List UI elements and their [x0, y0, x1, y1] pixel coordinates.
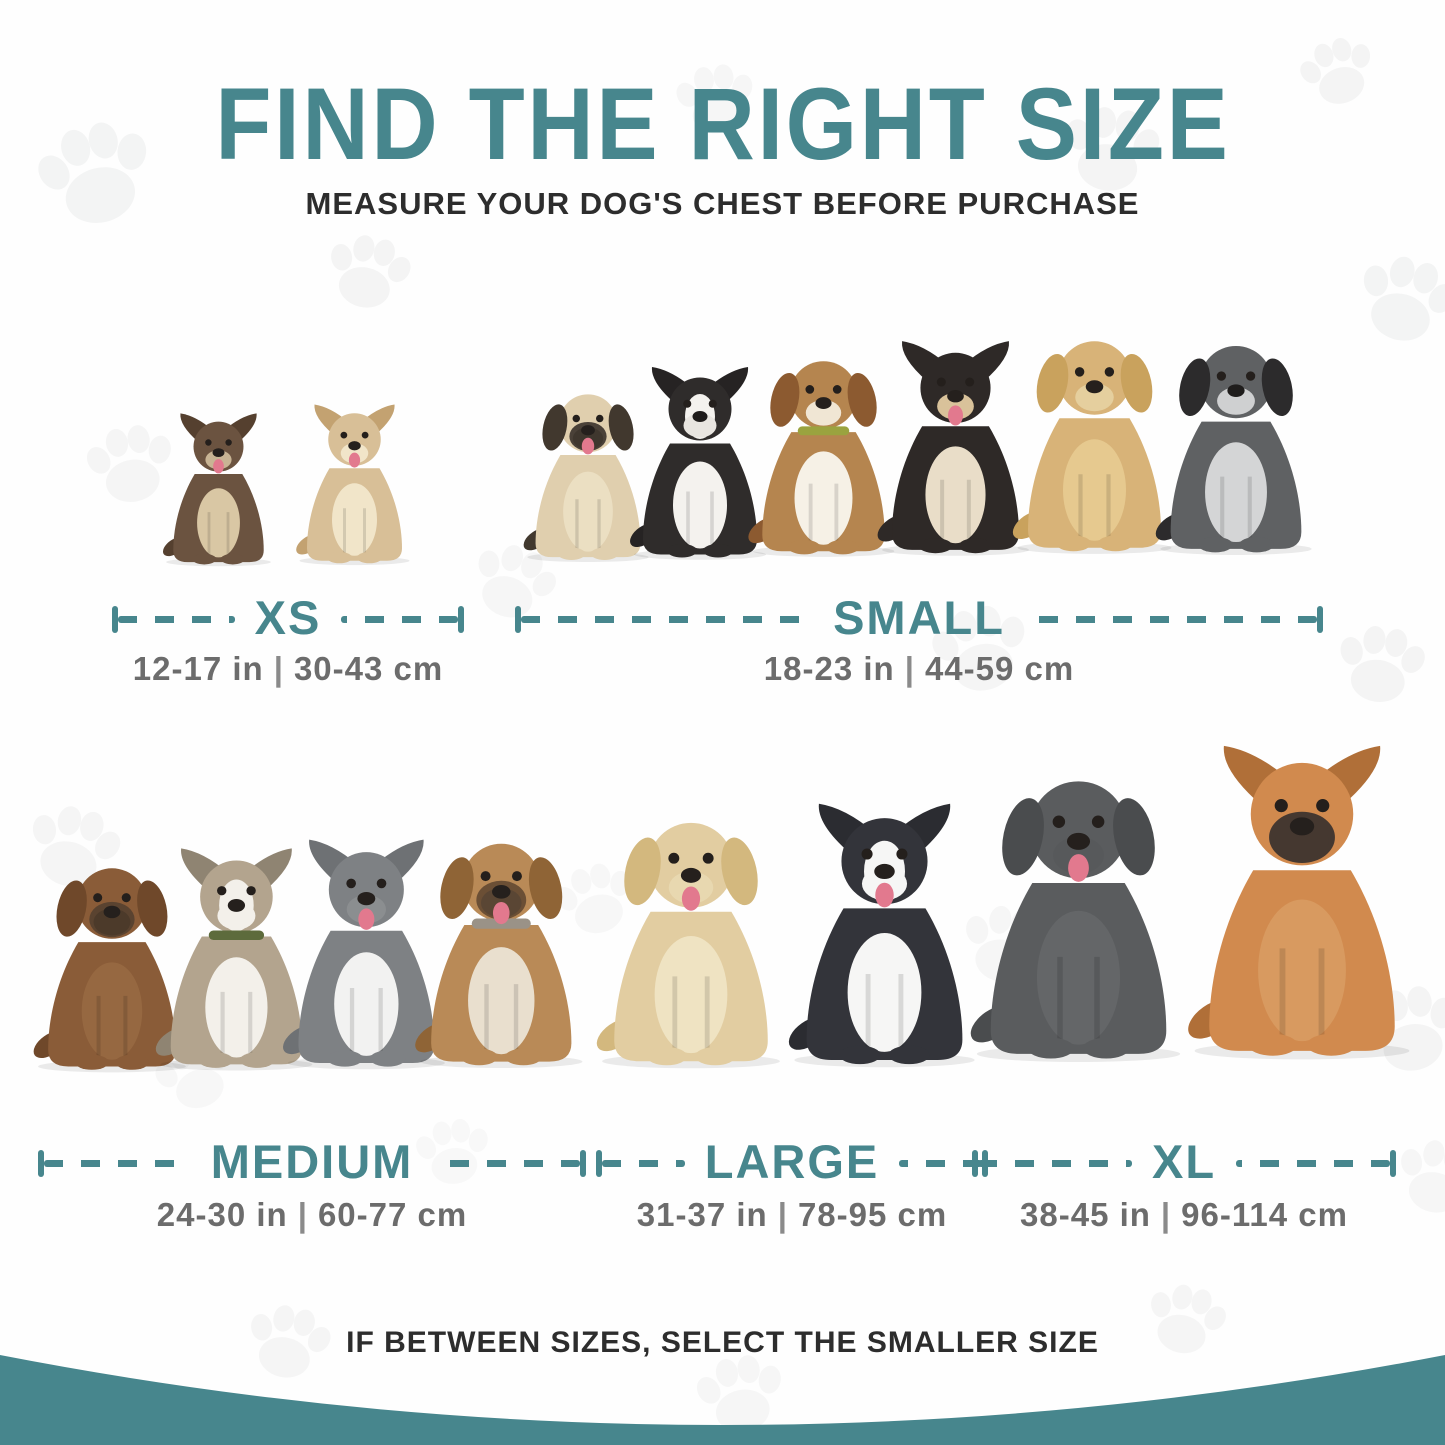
dog-cocker-spaniel-golden	[1012, 341, 1171, 554]
line-endcap-icon	[458, 606, 465, 633]
size-line-medium: MEDIUM	[38, 1135, 586, 1188]
line-endcap-icon	[1317, 606, 1323, 633]
line-endcap-icon	[1390, 1150, 1396, 1177]
page-title-text: FIND THE RIGHT SIZE	[214, 67, 1231, 181]
range-inches: 31-37 in	[636, 1196, 768, 1233]
dog-golden-retriever	[596, 822, 780, 1069]
dog-chihuahua-tan	[296, 404, 410, 566]
dog-chihuahua-dark	[162, 413, 271, 567]
bottom-wave-decoration	[0, 1355, 1445, 1445]
size-label-xs: XS	[254, 591, 322, 644]
range-inches: 18-23 in	[763, 650, 895, 687]
dashed-line	[602, 1160, 685, 1167]
dog-great-dane-fawn	[1187, 745, 1409, 1060]
dashed-line	[1236, 1160, 1390, 1167]
range-separator: |	[904, 650, 915, 687]
dog-gray-cane-corso	[970, 781, 1180, 1062]
size-line-large: LARGE	[596, 1135, 988, 1188]
dog-malamute-puppy	[155, 848, 313, 1071]
range-separator: |	[273, 650, 284, 687]
dog-siberian-husky	[788, 803, 975, 1068]
size-label-small: SMALL	[833, 591, 1005, 644]
dashed-line	[341, 616, 459, 623]
dog-group-medium	[28, 786, 594, 1112]
size-line-xl: XL	[972, 1135, 1396, 1188]
range-cm: 60-77 cm	[317, 1196, 468, 1233]
dashed-line	[44, 1160, 191, 1167]
measurement-xl: 38-45 in | 96-114 cm	[972, 1196, 1396, 1234]
range-inches: 24-30 in	[156, 1196, 288, 1233]
dog-group-xs	[112, 377, 464, 592]
range-cm: 78-95 cm	[797, 1196, 948, 1233]
line-endcap-icon	[596, 1150, 602, 1177]
range-cm: 30-43 cm	[293, 650, 444, 687]
size-line-xs: XS	[112, 591, 465, 644]
dashed-line	[1024, 616, 1317, 623]
line-endcap-icon	[38, 1150, 44, 1177]
range-separator: |	[777, 1196, 788, 1233]
size-label-large: LARGE	[704, 1135, 880, 1188]
dog-blue-pitbull	[282, 839, 445, 1070]
measurement-medium: 24-30 in | 60-77 cm	[38, 1196, 586, 1234]
dashed-line	[521, 616, 814, 623]
range-inches: 38-45 in	[1020, 1196, 1151, 1233]
dashed-line	[899, 1160, 982, 1167]
measurement-small: 18-23 in | 44-59 cm	[515, 650, 1323, 688]
footer-note: IF BETWEEN SIZES, SELECT THE SMALLER SIZ…	[346, 1326, 1099, 1359]
line-endcap-icon	[972, 1150, 978, 1177]
dog-group-small	[512, 290, 1328, 592]
dog-beagle	[747, 361, 894, 557]
size-line-small: SMALL	[515, 591, 1323, 644]
range-cm: 44-59 cm	[924, 650, 1075, 687]
line-endcap-icon	[112, 606, 118, 633]
size-label-xl: XL	[1151, 1135, 1217, 1188]
dashed-line	[978, 1160, 1132, 1167]
dog-french-bulldog	[629, 367, 766, 560]
range-separator: |	[297, 1196, 308, 1233]
dashed-line	[118, 616, 235, 623]
range-inches: 12-17 in	[132, 650, 264, 687]
dashed-line	[433, 1160, 580, 1167]
dog-shiba-black-tan	[877, 341, 1029, 556]
dog-group-large	[588, 758, 988, 1112]
range-separator: |	[1160, 1196, 1172, 1233]
page-title: FIND THE RIGHT SIZE	[0, 66, 1445, 183]
dog-group-xl	[956, 692, 1430, 1112]
measurement-large: 31-37 in | 78-95 cm	[596, 1196, 988, 1234]
dog-pug	[523, 394, 649, 563]
dog-tan-bully	[415, 843, 583, 1069]
dog-brown-shepherd-puppy	[33, 868, 186, 1073]
size-label-medium: MEDIUM	[210, 1135, 414, 1188]
line-endcap-icon	[580, 1150, 586, 1177]
range-cm: 96-114 cm	[1181, 1196, 1348, 1233]
dog-english-cocker-blue-roan	[1155, 345, 1312, 555]
page-subtitle: MEASURE YOUR DOG'S CHEST BEFORE PURCHASE	[305, 186, 1140, 221]
measurement-xs: 12-17 in | 30-43 cm	[112, 650, 464, 688]
line-endcap-icon	[515, 606, 521, 633]
